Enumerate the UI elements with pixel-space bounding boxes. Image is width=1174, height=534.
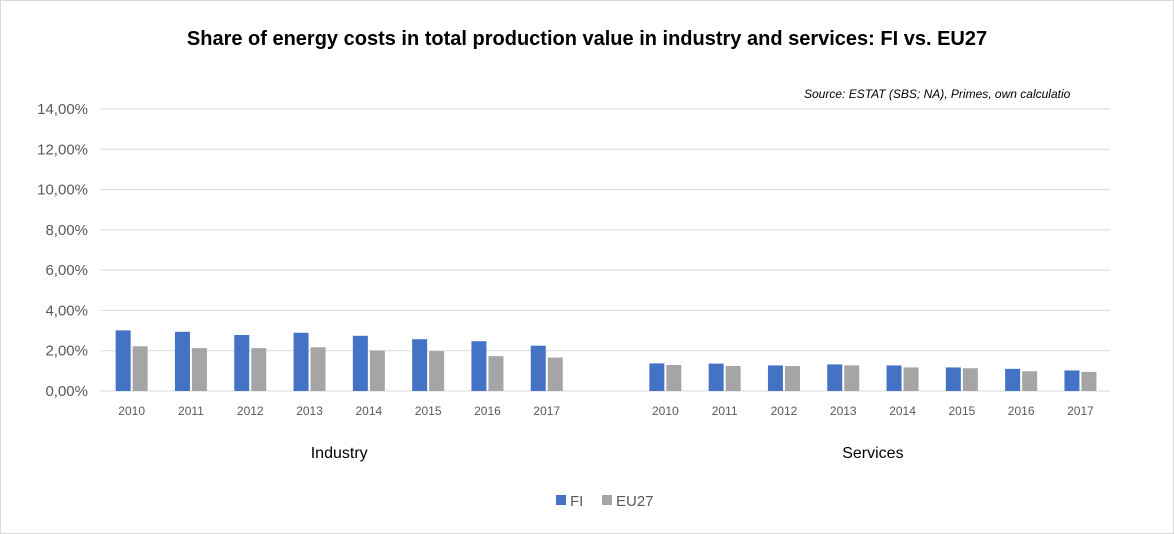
bar-industry-fi-2012 [234, 335, 250, 391]
group-label: Services [842, 445, 903, 462]
bar-industry-fi-2016 [471, 341, 487, 391]
y-tick-label: 4,00% [45, 302, 88, 319]
bar-industry-fi-2017 [530, 345, 546, 391]
x-tick-label: 2013 [296, 404, 323, 418]
bar-services-eu27-2011 [725, 366, 741, 391]
bar-services-fi-2011 [708, 363, 724, 391]
y-tick-label: 10,00% [37, 182, 88, 199]
x-tick-label: 2017 [533, 404, 560, 418]
y-tick-label: 8,00% [45, 222, 88, 239]
x-tick-label: 2013 [830, 404, 857, 418]
x-tick-label: 2014 [355, 404, 382, 418]
bar-services-fi-2012 [767, 365, 783, 391]
bar-industry-fi-2013 [293, 332, 309, 391]
bar-industry-eu27-2015 [429, 351, 445, 391]
source-note: Source: ESTAT (SBS; NA), Primes, own cal… [804, 87, 1071, 101]
bar-industry-fi-2015 [412, 339, 428, 391]
y-tick-label: 12,00% [37, 141, 88, 158]
bar-industry-fi-2014 [352, 335, 368, 391]
bar-industry-eu27-2014 [369, 350, 385, 391]
bar-industry-fi-2010 [115, 330, 131, 391]
bar-services-fi-2017 [1064, 370, 1080, 391]
bar-services-eu27-2013 [844, 365, 860, 391]
y-tick-label: 2,00% [45, 343, 88, 360]
bar-industry-eu27-2011 [191, 348, 207, 391]
x-tick-label: 2015 [948, 404, 975, 418]
x-tick-label: 2016 [474, 404, 501, 418]
bar-services-eu27-2014 [903, 367, 919, 391]
bar-services-eu27-2016 [1022, 371, 1038, 391]
bar-industry-eu27-2016 [488, 356, 504, 391]
bar-industry-eu27-2017 [547, 357, 563, 391]
legend-swatch-eu27 [602, 495, 612, 505]
bar-services-fi-2015 [945, 367, 961, 391]
bar-services-eu27-2017 [1081, 371, 1097, 391]
x-tick-label: 2011 [712, 404, 738, 418]
bar-industry-fi-2011 [174, 331, 190, 391]
legend-swatch-fi [556, 495, 566, 505]
bar-industry-eu27-2012 [251, 348, 267, 391]
x-tick-label: 2012 [237, 404, 264, 418]
bar-services-fi-2010 [649, 363, 665, 391]
bar-services-fi-2016 [1005, 368, 1021, 391]
legend-label-eu27: EU27 [616, 493, 654, 510]
bar-services-eu27-2010 [666, 365, 682, 391]
x-tick-label: 2016 [1008, 404, 1035, 418]
x-tick-label: 2012 [771, 404, 798, 418]
chart-title: Share of energy costs in total productio… [187, 28, 987, 50]
bar-services-eu27-2012 [784, 366, 800, 391]
x-tick-label: 2015 [415, 404, 442, 418]
bar-services-fi-2013 [827, 364, 843, 391]
y-tick-label: 6,00% [45, 262, 88, 279]
legend-label-fi: FI [570, 493, 583, 510]
x-tick-label: 2010 [652, 404, 679, 418]
y-tick-label: 0,00% [45, 383, 88, 400]
x-tick-label: 2011 [178, 404, 204, 418]
bar-industry-eu27-2013 [310, 347, 326, 391]
x-tick-label: 2017 [1067, 404, 1094, 418]
group-label: Industry [311, 445, 368, 462]
bar-industry-eu27-2010 [132, 346, 148, 391]
x-tick-label: 2010 [118, 404, 145, 418]
y-tick-label: 14,00% [37, 101, 88, 118]
x-tick-label: 2014 [889, 404, 916, 418]
bar-services-eu27-2015 [962, 368, 978, 391]
bar-services-fi-2014 [886, 365, 902, 391]
